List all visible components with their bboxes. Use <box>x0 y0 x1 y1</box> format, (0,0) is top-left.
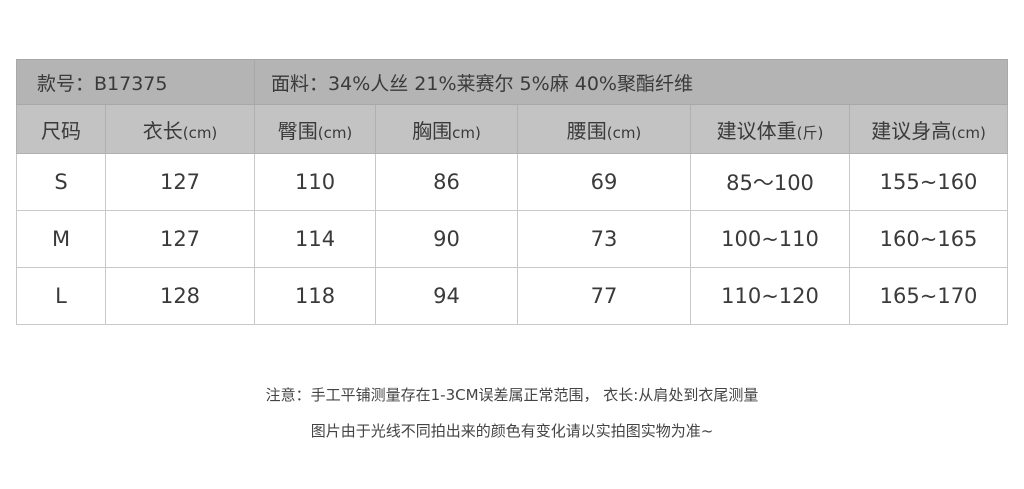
table-cell: 69 <box>517 153 692 211</box>
table-row: S 127 110 86 69 85～100 155~160 <box>16 153 1009 211</box>
column-header: 衣长(cm) <box>104 104 256 154</box>
column-header: 胸围cm) <box>375 104 519 154</box>
column-header: 建议身高(cm) <box>849 104 1009 154</box>
header-row: 尺码 衣长(cm) 臀围(cm) 胸围cm) 腰围(cm) 建议体重(斤) 建议身高(cm) <box>16 104 1009 154</box>
header-unit: (cm) <box>606 123 642 142</box>
header-label: 腰围 <box>566 118 607 143</box>
measurement-note: 注意：手工平铺测量存在1-3CM误差属正常范围， 衣长:从肩处到衣尾测量 <box>265 386 759 404</box>
header-unit: (斤) <box>796 123 824 142</box>
table-cell: 118 <box>254 267 377 325</box>
color-note: 图片由于光线不同拍出来的颜色有变化请以实拍图实物为准~ <box>310 422 714 440</box>
table-cell: 94 <box>375 267 519 325</box>
table-cell: 128 <box>104 267 256 325</box>
table-cell: 110~120 <box>690 267 851 325</box>
table-cell: 100~110 <box>690 210 851 268</box>
table-cell: 127 <box>104 210 256 268</box>
header-unit: (cm) <box>951 123 986 142</box>
table-cell: 110 <box>254 153 377 211</box>
table-cell: 90 <box>375 210 519 268</box>
table-row: M 127 114 90 73 100~110 160~165 <box>16 210 1009 268</box>
info-row: 款号：B17375 面料：34%人丝 21%莱赛尔 5%麻 40%聚酯纤维 <box>15 59 1009 105</box>
table-cell: 86 <box>375 153 519 211</box>
header-label: 建议体重 <box>716 118 797 143</box>
style-number: 款号：B17375 <box>15 59 256 105</box>
column-header: 尺码 <box>16 104 106 154</box>
table-cell: 85～100 <box>690 153 851 211</box>
table-cell: S <box>16 153 106 211</box>
table-cell: 155~160 <box>849 153 1009 211</box>
table-cell: L <box>16 267 106 325</box>
size-chart-table: 款号：B17375 面料：34%人丝 21%莱赛尔 5%麻 40%聚酯纤维 尺码… <box>15 59 1009 325</box>
table-cell: 127 <box>104 153 256 211</box>
header-unit: cm) <box>452 123 481 142</box>
table-cell: M <box>16 210 106 268</box>
header-unit: (cm) <box>182 123 218 142</box>
column-header: 腰围(cm) <box>517 104 692 154</box>
column-header: 臀围(cm) <box>254 104 377 154</box>
table-row: L 128 118 94 77 110~120 165~170 <box>16 267 1009 325</box>
header-label: 衣长 <box>142 118 183 143</box>
fabric-composition: 面料：34%人丝 21%莱赛尔 5%麻 40%聚酯纤维 <box>254 59 1009 105</box>
column-header: 建议体重(斤) <box>690 104 851 154</box>
table-cell: 165~170 <box>849 267 1009 325</box>
header-label: 建议身高 <box>871 118 952 143</box>
header-unit: (cm) <box>317 123 353 142</box>
header-label: 臀围 <box>277 118 318 143</box>
table-cell: 160~165 <box>849 210 1009 268</box>
header-label: 胸围 <box>412 118 453 143</box>
table-cell: 73 <box>517 210 692 268</box>
header-label: 尺码 <box>41 118 81 143</box>
table-cell: 77 <box>517 267 692 325</box>
table-cell: 114 <box>254 210 377 268</box>
